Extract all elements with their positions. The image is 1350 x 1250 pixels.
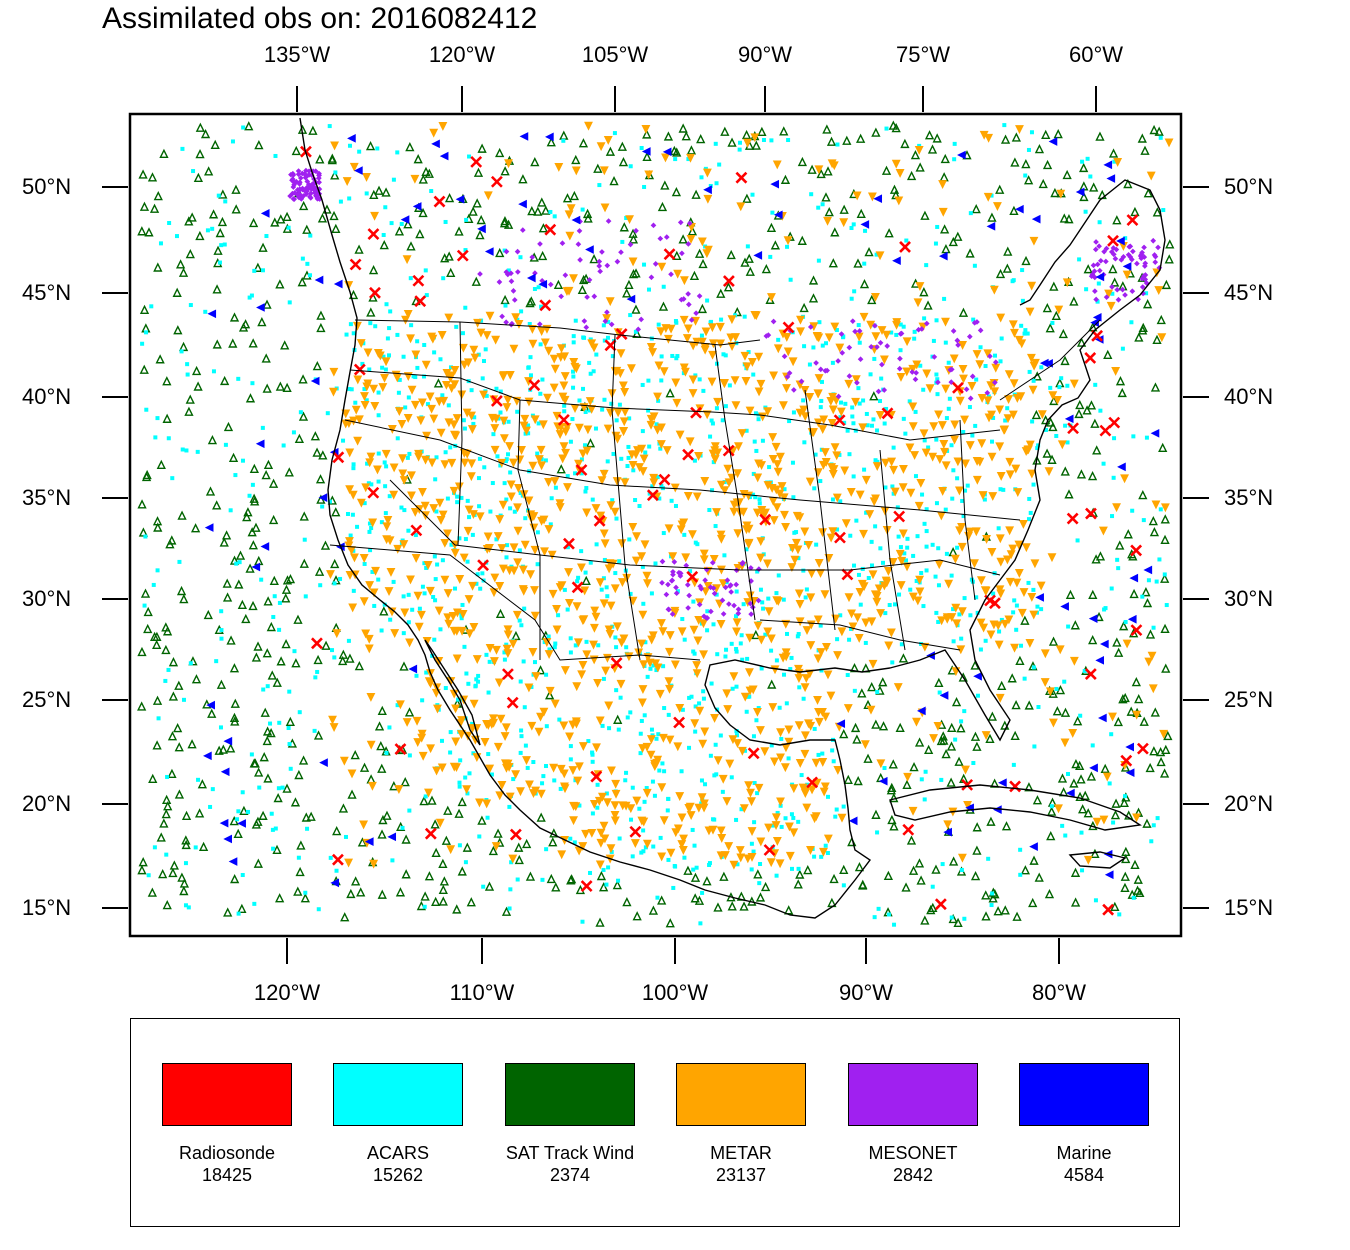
bottom-lon-label-90w: 90°W — [838, 980, 894, 1005]
coastline-outline — [299, 117, 1166, 919]
legend-label-radiosonde: Radiosonde — [178, 1143, 276, 1163]
legend-count-marine: 4584 — [1063, 1165, 1105, 1185]
left-lat-label-15n: 15°N — [22, 895, 72, 920]
top-lon-label-105w: 105°W — [581, 42, 649, 67]
legend-item-mesonet: MESONET 2842 — [848, 1063, 978, 1185]
legend-count-mesonet: 2842 — [892, 1165, 934, 1185]
map-frame — [128, 112, 1183, 938]
right-lat-label-45n: 45°N — [1224, 280, 1274, 305]
right-lat-label-50n: 50°N — [1224, 174, 1274, 199]
legend-swatch-mesonet — [848, 1063, 978, 1126]
top-lon-label-90w: 90°W — [737, 42, 793, 67]
legend-label-acars: ACARS — [366, 1143, 429, 1163]
right-lat-label-20n: 20°N — [1224, 791, 1274, 816]
top-lon-label-135w: 135°W — [263, 42, 331, 67]
right-lat-label-15n: 15°N — [1224, 895, 1274, 920]
legend-item-sat-track-wind: SAT Track Wind 2374 — [505, 1063, 635, 1185]
state-boundaries — [329, 319, 1101, 661]
legend-swatch-marine — [1019, 1063, 1149, 1126]
top-lon-label-60w: 60°W — [1068, 42, 1124, 67]
map-title: Assimilated obs on: 2016082412 — [102, 2, 538, 35]
left-lat-label-45n: 45°N — [22, 280, 72, 305]
right-lat-label-35n: 35°N — [1224, 485, 1274, 510]
left-lat-label-30n: 30°N — [22, 586, 72, 611]
legend-swatch-metar — [676, 1063, 806, 1126]
bottom-lon-label-80w: 80°W — [1031, 980, 1087, 1005]
observation-points — [137, 120, 1175, 928]
top-lon-label-120w: 120°W — [428, 42, 496, 67]
legend-swatch-sat-track-wind — [505, 1063, 635, 1126]
left-lat-label-25n: 25°N — [22, 687, 72, 712]
right-lat-label-30n: 30°N — [1224, 586, 1274, 611]
top-lon-label-75w: 75°W — [895, 42, 951, 67]
legend-count-acars: 15262 — [372, 1165, 424, 1185]
left-lat-label-50n: 50°N — [22, 174, 72, 199]
legend-label-marine: Marine — [1056, 1143, 1112, 1163]
bottom-lon-label-100w: 100°W — [641, 980, 709, 1005]
legend-swatch-radiosonde — [162, 1063, 292, 1126]
right-lat-label-40n: 40°N — [1224, 384, 1274, 409]
legend-item-marine: Marine 4584 — [1019, 1063, 1149, 1185]
legend-label-metar: METAR — [710, 1143, 772, 1163]
legend-label-mesonet: MESONET — [868, 1143, 958, 1163]
legend-item-metar: METAR 23137 — [676, 1063, 806, 1185]
legend-count-metar: 23137 — [715, 1165, 767, 1185]
legend-count-radiosonde: 18425 — [201, 1165, 253, 1185]
bottom-lon-label-110w: 110°W — [449, 980, 515, 1005]
legend-item-radiosonde: Radiosonde 18425 — [162, 1063, 292, 1185]
legend-swatch-acars — [333, 1063, 463, 1126]
bottom-lon-label-120w: 120°W — [253, 980, 321, 1005]
left-lat-label-40n: 40°N — [22, 384, 72, 409]
right-lat-label-25n: 25°N — [1224, 687, 1274, 712]
legend-label-sat-track-wind: SAT Track Wind — [505, 1143, 635, 1163]
legend: Radiosonde 18425 ACARS 15262 SAT Track W… — [130, 1018, 1180, 1227]
left-lat-label-35n: 35°N — [22, 485, 72, 510]
left-lat-label-20n: 20°N — [22, 791, 72, 816]
legend-item-acars: ACARS 15262 — [333, 1063, 463, 1185]
legend-count-sat-track-wind: 2374 — [549, 1165, 591, 1185]
